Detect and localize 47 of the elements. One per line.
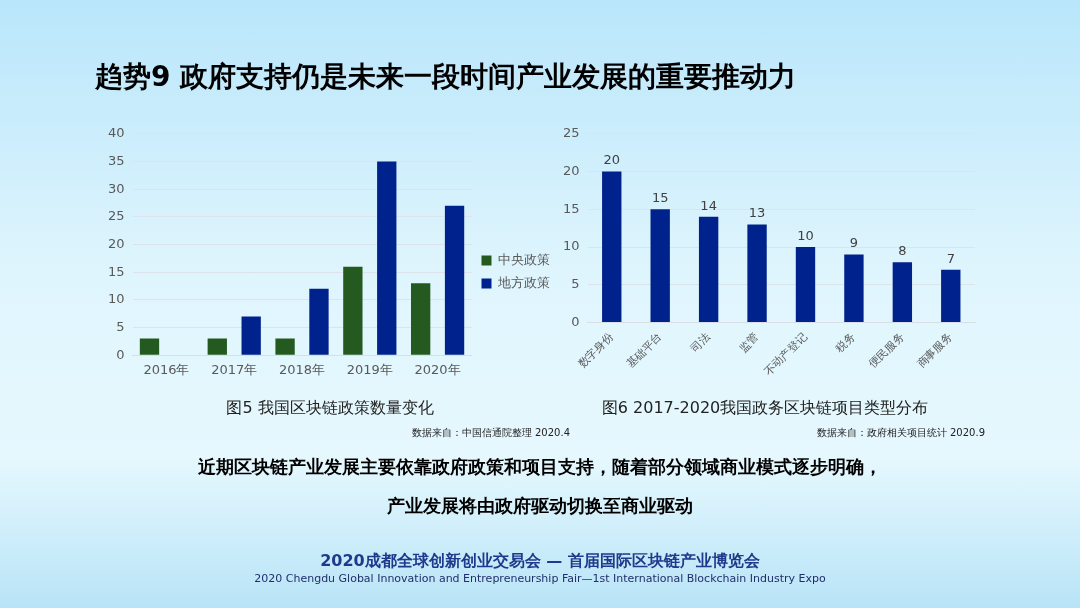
x-tick-label: 2018年 [278, 362, 326, 378]
y-tick-label: 20 [563, 162, 580, 178]
x-tick-label: 税务 [833, 330, 859, 355]
x-tick-label: 监管 [736, 330, 762, 355]
legend-label: 地方政策 [497, 274, 550, 290]
y-tick-label: 5 [116, 318, 125, 334]
data-label: 8 [898, 243, 907, 259]
x-tick-label: 不动产登记 [761, 330, 810, 379]
x-tick-label: 基础平台 [624, 330, 665, 371]
x-tick-label: 2017年 [211, 362, 258, 378]
text: 近期区块链产业发展主要依靠政府政策和项目支持，随着部分领域商业模式逐步明确， [197, 455, 883, 479]
y-tick-label: 40 [108, 125, 125, 141]
y-tick-label: 25 [108, 208, 125, 224]
y-tick-label: 15 [563, 200, 580, 216]
y-tick-label: 20 [108, 235, 125, 251]
y-tick-label: 25 [563, 125, 580, 141]
x-tick-label: 商事服务 [914, 330, 955, 371]
text: 趋势9 政府支持仍是未来一段时间产业发展的重要推动力 [95, 59, 797, 95]
text: 数据来自：中国信通院整理 2020.4 [411, 426, 570, 440]
data-label: 14 [700, 197, 717, 213]
y-tick-label: 0 [571, 313, 580, 329]
x-tick-label: 2020年 [414, 362, 461, 378]
y-tick-label: 5 [571, 276, 580, 292]
text: 2020 Chengdu Global Innovation and Entrepreneurship Fair—1st International Blockchain Industry Expo [253, 572, 827, 585]
x-tick-label: 司法 [688, 330, 713, 355]
y-tick-label: 0 [116, 346, 125, 362]
y-tick-label: 10 [108, 291, 125, 307]
text: 图6 2017-2020我国政务区块链项目类型分布 [601, 397, 929, 417]
y-tick-label: 10 [563, 238, 580, 254]
data-label: 20 [603, 152, 621, 168]
text: 产业发展将由政府驱动切换至商业驱动 [386, 494, 694, 518]
y-tick-label: 15 [108, 263, 125, 279]
x-tick-label: 2019年 [346, 362, 393, 378]
legend-label: 中央政策 [498, 251, 550, 267]
text: 图5 我国区块链政策数量变化 [226, 397, 434, 417]
text: 2020成都全球创新创业交易会 — 首届国际区块链产业博览会 [319, 551, 761, 572]
data-label: 13 [748, 205, 766, 221]
data-label: 15 [651, 190, 669, 206]
x-tick-label: 2016年 [143, 362, 190, 378]
y-tick-label: 30 [108, 180, 125, 196]
data-label: 9 [849, 235, 859, 251]
data-label: 10 [797, 227, 814, 243]
x-tick-label: 便民服务 [866, 330, 907, 371]
y-tick-label: 35 [108, 152, 125, 168]
text: 数据来自：政府相关项目统计 2020.9 [816, 426, 985, 440]
x-tick-label: 数字身份 [575, 330, 616, 371]
data-label: 7 [946, 250, 955, 266]
